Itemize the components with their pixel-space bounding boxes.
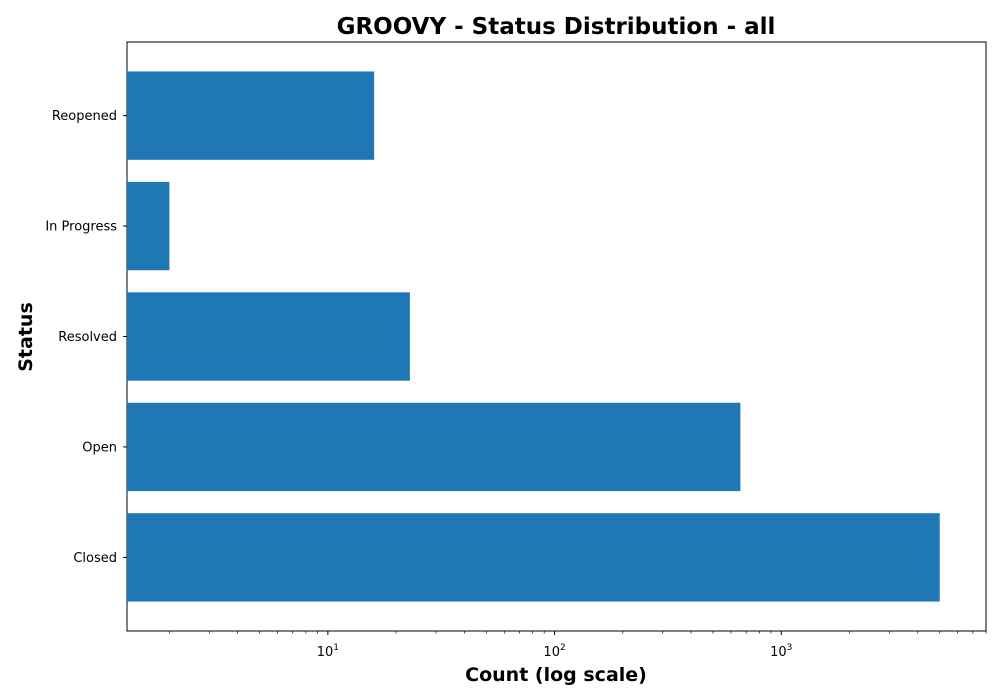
bar-in-progress — [127, 181, 170, 271]
y-axis-label: Status — [15, 302, 37, 372]
bar-closed — [127, 513, 940, 602]
y-tick-label-reopened: Reopened — [52, 109, 117, 124]
x-tick-label: 102 — [543, 643, 565, 660]
y-tick-label-closed: Closed — [73, 551, 117, 566]
y-tick-label-resolved: Resolved — [58, 330, 117, 345]
y-tick-label-open: Open — [82, 440, 117, 455]
y-tick-label-in-progress: In Progress — [45, 220, 117, 235]
bar-resolved — [127, 292, 410, 381]
bar-open — [127, 402, 741, 492]
bars-group — [127, 71, 940, 602]
y-axis-ticks: Closed Open Resolved In Progress Reopened — [45, 109, 127, 566]
x-axis-label: Count (log scale) — [465, 664, 647, 686]
x-axis-ticks: 101 102 103 — [169, 631, 987, 660]
x-tick-label: 101 — [317, 643, 339, 660]
x-tick-label: 103 — [770, 643, 792, 660]
chart-title: GROOVY - Status Distribution - all — [337, 14, 776, 40]
bar-reopened — [127, 71, 375, 160]
